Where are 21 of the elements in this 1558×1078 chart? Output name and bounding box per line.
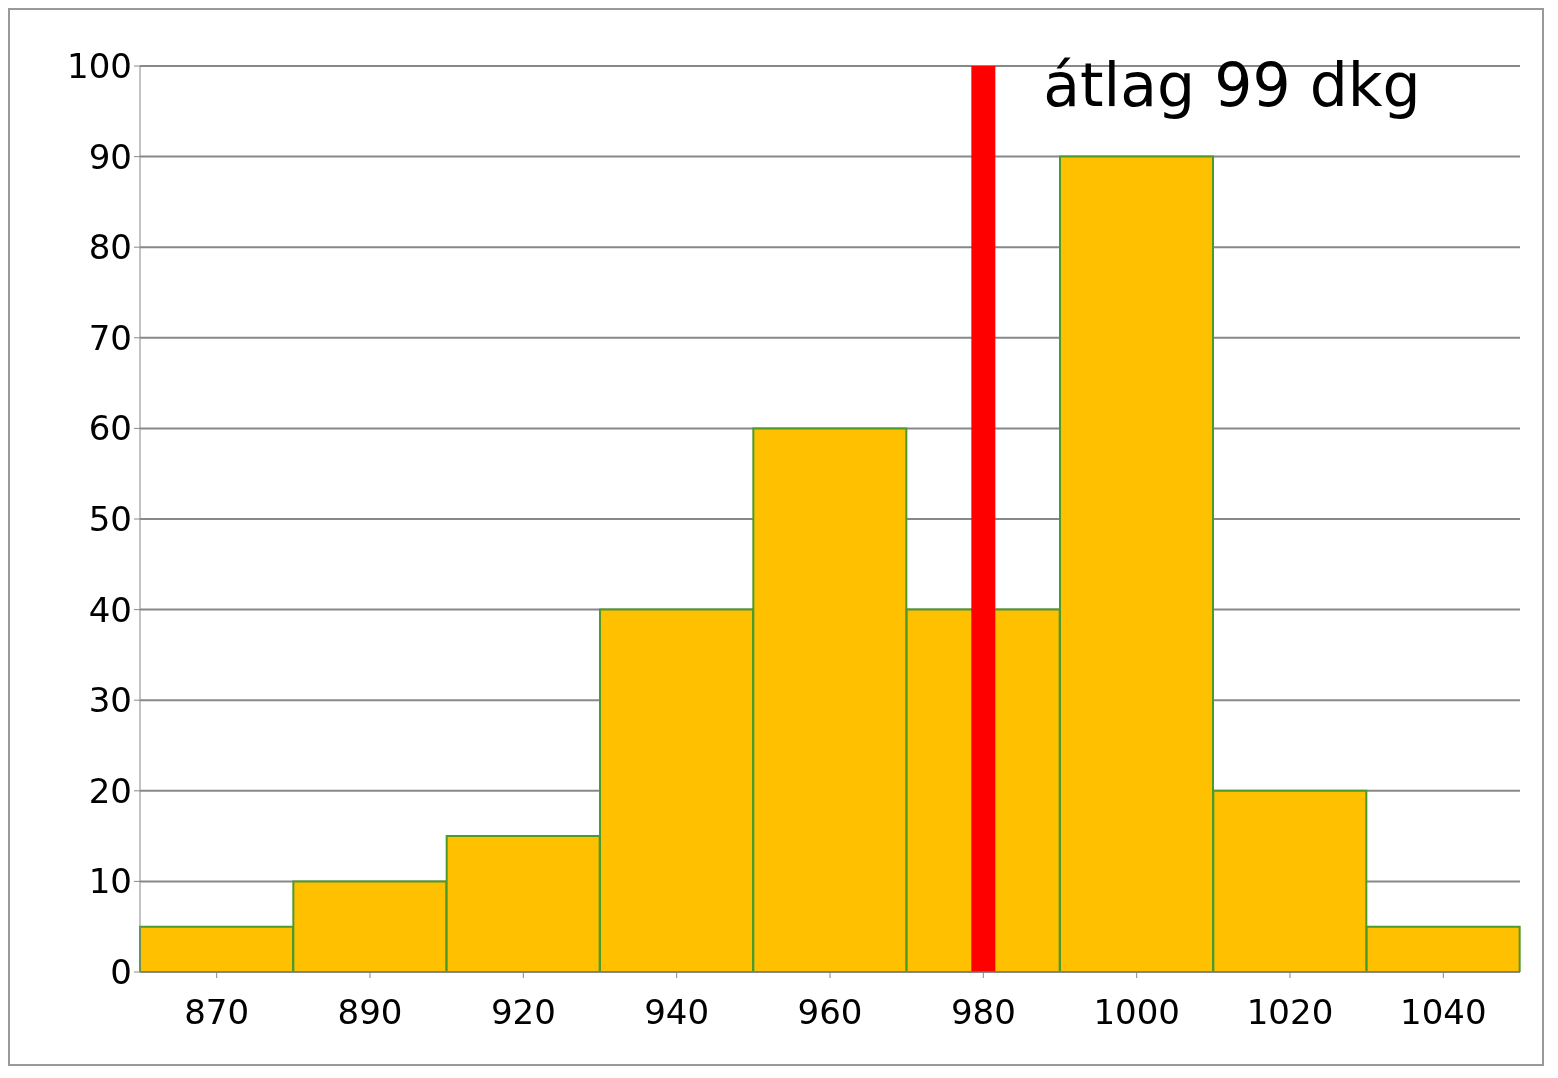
y-tick-label: 100 [67,46,132,87]
ref-line-label: átlag 99 dkg [1043,50,1421,120]
y-tick-label: 60 [88,408,132,449]
x-tick-label: 1020 [1246,992,1334,1033]
y-tick-label: 40 [88,589,132,630]
x-tick-label: 960 [797,992,863,1033]
x-tick-label: 1040 [1400,992,1487,1033]
x-tick-label: 870 [184,992,250,1033]
y-tick-label: 10 [88,861,132,902]
y-tick-label: 30 [88,680,132,721]
y-tick-label: 90 [88,136,132,177]
y-tick-label: 0 [110,952,132,993]
x-tick-label: 980 [950,992,1016,1033]
x-tick-label: 890 [337,992,403,1033]
y-tick-label: 50 [88,499,132,540]
x-tick-label: 920 [490,992,556,1033]
y-tick-label: 80 [88,227,132,268]
x-tick-label: 1000 [1093,992,1180,1033]
y-tick-label: 20 [88,770,132,811]
y-tick-label: 70 [88,317,132,358]
x-tick-label: 940 [644,992,710,1033]
